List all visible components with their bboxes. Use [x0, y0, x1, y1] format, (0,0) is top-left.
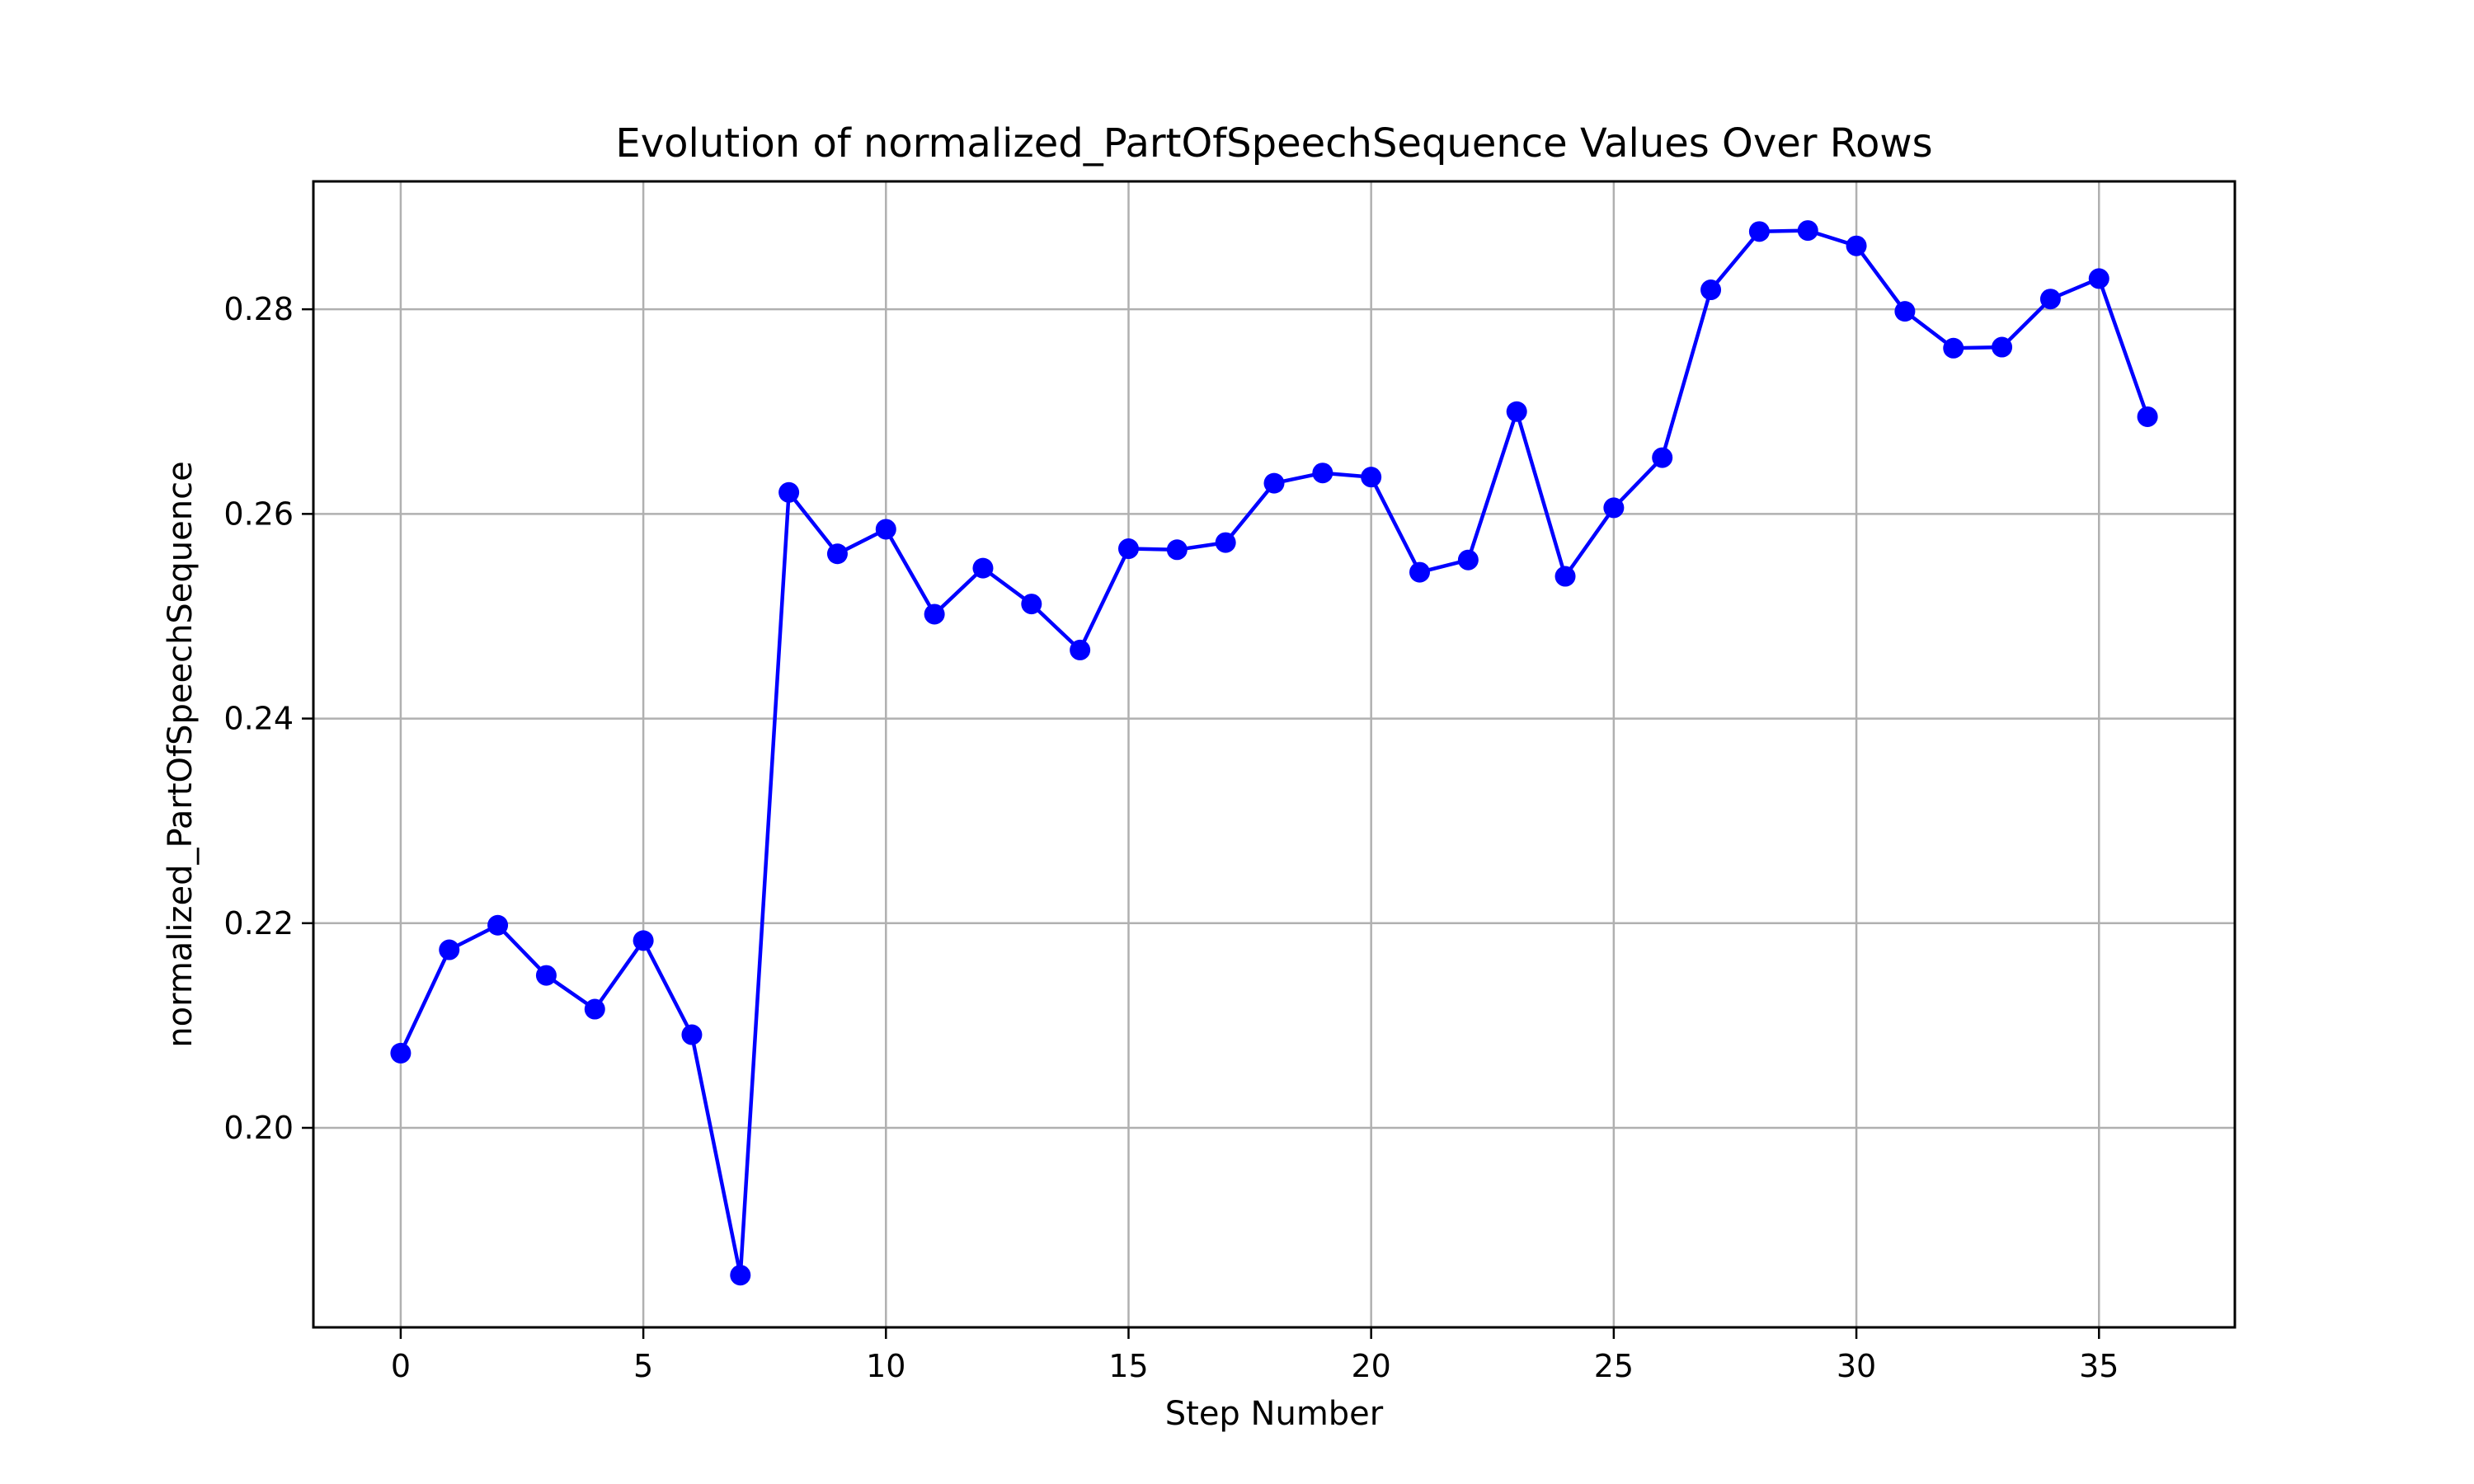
data-point — [2039, 289, 2061, 310]
data-point — [924, 603, 945, 625]
data-point — [487, 914, 509, 936]
axis-ticks: 0 5 10 15 20 25 30 35 0.20 0.22 0.24 0.26 0.28 — [223, 291, 2119, 1384]
data-point — [730, 1265, 751, 1286]
data-point — [1457, 549, 1479, 571]
data-point — [2137, 406, 2158, 427]
data-point — [633, 930, 654, 951]
data-point — [1943, 337, 1964, 359]
data-point — [1263, 472, 1285, 494]
y-axis-label: normalized_PartOfSpeechSequence — [162, 461, 200, 1047]
y-tick-label: 0.24 — [223, 701, 294, 737]
data-point — [1312, 463, 1333, 484]
x-tick-label: 35 — [2079, 1348, 2119, 1384]
data-point — [1846, 235, 1867, 256]
data-point — [2088, 268, 2109, 289]
data-point — [1070, 639, 1091, 660]
data-point — [1700, 279, 1722, 301]
data-point — [1361, 467, 1382, 488]
data-point — [1021, 594, 1042, 615]
data-point — [439, 939, 460, 960]
x-tick-label: 5 — [633, 1348, 653, 1384]
data-point — [390, 1042, 412, 1064]
x-tick-label: 0 — [391, 1348, 411, 1384]
data-point — [1506, 401, 1527, 422]
x-tick-label: 15 — [1108, 1348, 1148, 1384]
y-tick-label: 0.28 — [223, 291, 294, 327]
y-tick-label: 0.26 — [223, 495, 294, 532]
data-point — [1554, 566, 1576, 587]
data-point — [1409, 561, 1431, 583]
data-point — [875, 519, 896, 540]
data-point — [1603, 497, 1625, 519]
data-point — [681, 1024, 703, 1045]
data-point — [535, 965, 557, 986]
y-tick-label: 0.22 — [223, 905, 294, 942]
data-point — [1215, 532, 1236, 553]
data-point — [778, 481, 800, 503]
data-point — [1894, 301, 1916, 322]
data-point — [1748, 221, 1770, 242]
chart-title: Evolution of normalized_PartOfSpeechSequ… — [615, 120, 1932, 167]
data-point — [1992, 336, 2013, 358]
plot-frame — [312, 180, 2236, 1329]
data-point — [972, 557, 994, 579]
x-tick-label: 30 — [1837, 1348, 1876, 1384]
x-axis-label: Step Number — [1165, 1395, 1384, 1433]
data-point — [1166, 539, 1188, 561]
data-point — [1117, 538, 1139, 560]
data-point — [826, 543, 848, 565]
x-tick-label: 10 — [866, 1348, 905, 1384]
data-point — [1652, 447, 1673, 468]
x-tick-label: 20 — [1351, 1348, 1390, 1384]
x-tick-label: 25 — [1594, 1348, 1634, 1384]
data-point — [1797, 220, 1818, 242]
data-point — [584, 998, 605, 1020]
y-tick-label: 0.20 — [223, 1110, 294, 1146]
data-series — [390, 220, 2158, 1286]
